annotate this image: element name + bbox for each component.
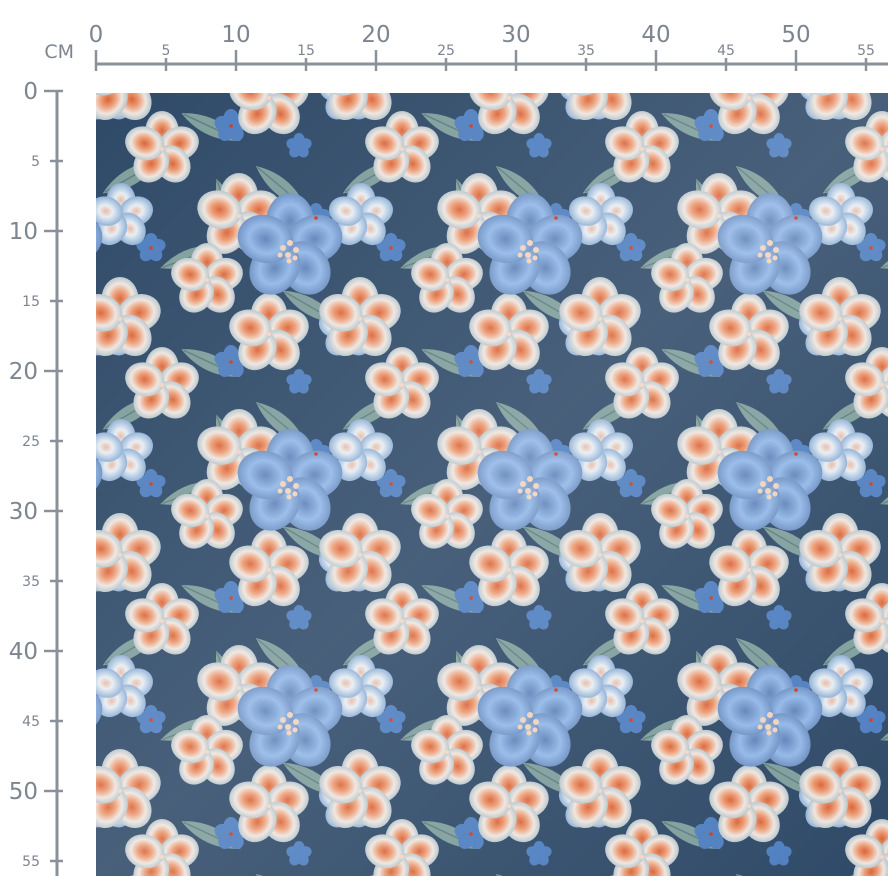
left-tick-label: 0 <box>23 79 38 105</box>
top-tick-label: 15 <box>297 43 315 59</box>
left-tick-label: 40 <box>9 639 38 665</box>
left-tick-label: 15 <box>22 294 40 310</box>
fabric-sheen <box>96 93 888 876</box>
left-tick-label: 10 <box>9 219 38 245</box>
left-tick-label: 45 <box>22 714 40 730</box>
left-tick-label: 50 <box>9 779 38 805</box>
unit-label: CM <box>44 41 74 63</box>
top-tick-label: 25 <box>437 43 455 59</box>
top-tick-label: 55 <box>857 43 875 59</box>
left-tick-label: 5 <box>31 154 40 170</box>
top-tick-label: 45 <box>717 43 735 59</box>
left-ticks: 0 5 10 15 20 25 30 35 40 45 50 55 <box>9 79 63 870</box>
left-tick-label: 35 <box>22 574 40 590</box>
top-tick-label: 0 <box>89 22 104 48</box>
left-tick-label: 25 <box>22 434 40 450</box>
top-ticks: 0 5 10 15 20 25 30 35 40 45 50 55 <box>89 22 875 71</box>
top-tick-label: 50 <box>781 22 810 48</box>
left-tick-label: 55 <box>22 854 40 870</box>
top-tick-label: 10 <box>221 22 250 48</box>
left-tick-label: 20 <box>9 359 38 385</box>
top-tick-label: 40 <box>641 22 670 48</box>
top-tick-label: 20 <box>361 22 390 48</box>
top-tick-label: 5 <box>162 43 171 59</box>
top-tick-label: 35 <box>577 43 595 59</box>
fabric-pattern-image <box>96 93 888 876</box>
left-tick-label: 30 <box>9 499 38 525</box>
top-tick-label: 30 <box>501 22 530 48</box>
